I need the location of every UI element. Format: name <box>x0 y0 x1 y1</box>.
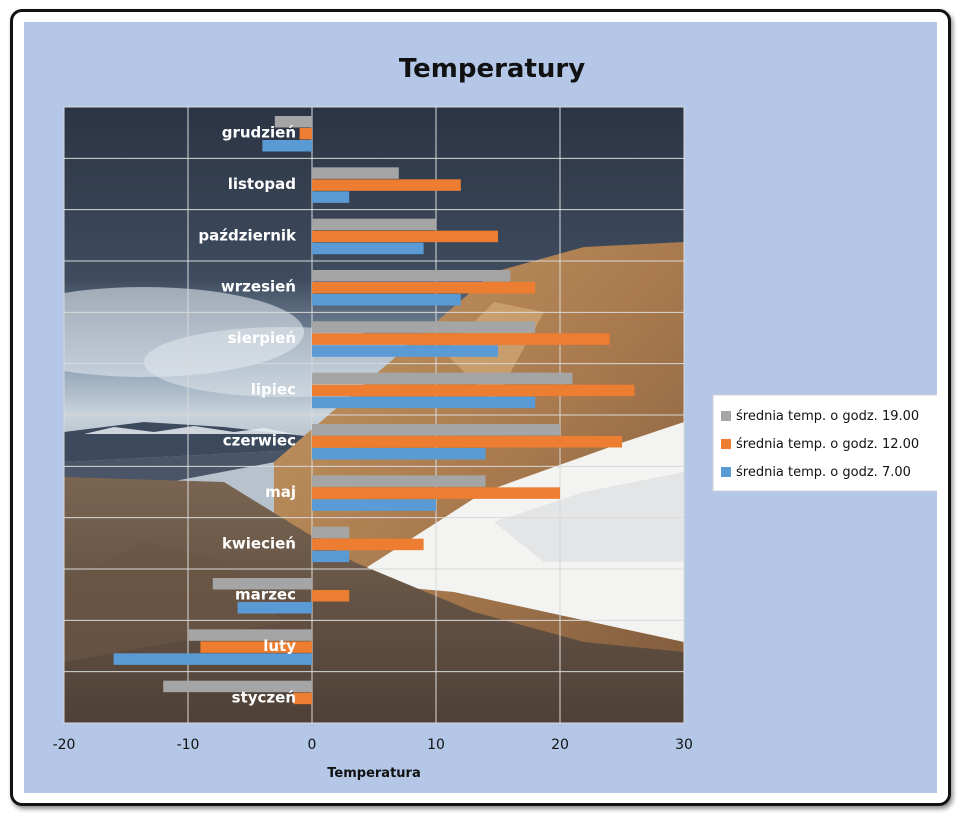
category-label: listopad <box>228 175 296 193</box>
category-label: sierpień <box>228 329 296 347</box>
category-label: lipiec <box>251 380 296 398</box>
bar-7-00-4 <box>312 499 436 511</box>
bar-19-00-3 <box>312 526 350 539</box>
legend-swatch <box>721 411 731 421</box>
x-tick-label: -20 <box>53 737 76 753</box>
bar-12-00-1 <box>200 641 312 653</box>
x-tick-label: -10 <box>177 737 200 753</box>
bar-7-00-11 <box>262 140 312 152</box>
bar-12-00-5 <box>312 436 622 448</box>
legend-swatch <box>721 467 731 477</box>
category-label: luty <box>263 637 296 655</box>
bar-7-00-5 <box>312 448 486 460</box>
x-axis-title: Temperatura <box>327 766 420 781</box>
bar-19-00-10 <box>312 167 399 179</box>
temperature-chart: Temperatury styczeń luty marzec kwiecień maj… <box>53 54 937 781</box>
bar-7-00-10 <box>312 191 350 203</box>
bar-19-00-9 <box>312 218 436 231</box>
bar-19-00-5 <box>312 424 560 436</box>
bar-12-00-9 <box>312 230 498 243</box>
bar-19-00-4 <box>312 475 486 487</box>
bar-7-00-7 <box>312 345 498 357</box>
bar-7-00-6 <box>312 396 536 409</box>
category-label: czerwiec <box>223 432 296 450</box>
bar-19-00-7 <box>312 321 536 333</box>
bar-12-00-4 <box>312 487 560 499</box>
legend-swatch <box>721 439 731 449</box>
bar-12-00-11 <box>299 128 312 140</box>
legend-label: średnia temp. o godz. 12.00 <box>736 437 919 452</box>
bar-7-00-9 <box>312 242 424 255</box>
bar-7-00-1 <box>113 653 312 665</box>
category-label: kwiecień <box>222 534 296 552</box>
x-tick-label: 30 <box>675 737 693 753</box>
bar-12-00-0 <box>293 692 312 705</box>
bar-19-00-1 <box>188 629 312 641</box>
category-label: październik <box>198 226 297 244</box>
category-label: maj <box>265 483 296 501</box>
category-label: wrzesień <box>221 278 296 296</box>
legend-label: średnia temp. o godz. 7.00 <box>736 465 911 480</box>
bar-19-00-6 <box>312 372 573 385</box>
bar-7-00-8 <box>312 294 461 306</box>
bar-12-00-8 <box>312 282 536 294</box>
x-tick-label: 20 <box>551 737 569 753</box>
chart-frame: Temperatury styczeń luty marzec kwiecień maj… <box>10 9 951 806</box>
bar-19-00-11 <box>274 116 312 128</box>
bar-19-00-2 <box>212 578 312 590</box>
category-label: marzec <box>235 586 296 604</box>
bar-12-00-3 <box>312 538 424 551</box>
bar-12-00-7 <box>312 333 610 345</box>
bar-12-00-6 <box>312 384 635 397</box>
x-tick-label: 0 <box>308 737 317 753</box>
chart-title: Temperatury <box>399 54 585 84</box>
bar-7-00-3 <box>312 550 350 563</box>
legend-label: średnia temp. o godz. 19.00 <box>736 409 919 424</box>
bar-12-00-10 <box>312 179 461 191</box>
category-label: styczeń <box>232 688 296 706</box>
bar-12-00-2 <box>312 590 350 602</box>
category-label: grudzień <box>222 124 296 142</box>
chart-area: Temperatury styczeń luty marzec kwiecień maj… <box>24 22 937 793</box>
bar-7-00-2 <box>237 602 312 614</box>
chart-legend: średnia temp. o godz. 19.00 średnia temp.… <box>712 394 937 492</box>
bar-19-00-8 <box>312 270 511 282</box>
x-tick-label: 10 <box>427 737 445 753</box>
bar-19-00-0 <box>163 680 312 693</box>
